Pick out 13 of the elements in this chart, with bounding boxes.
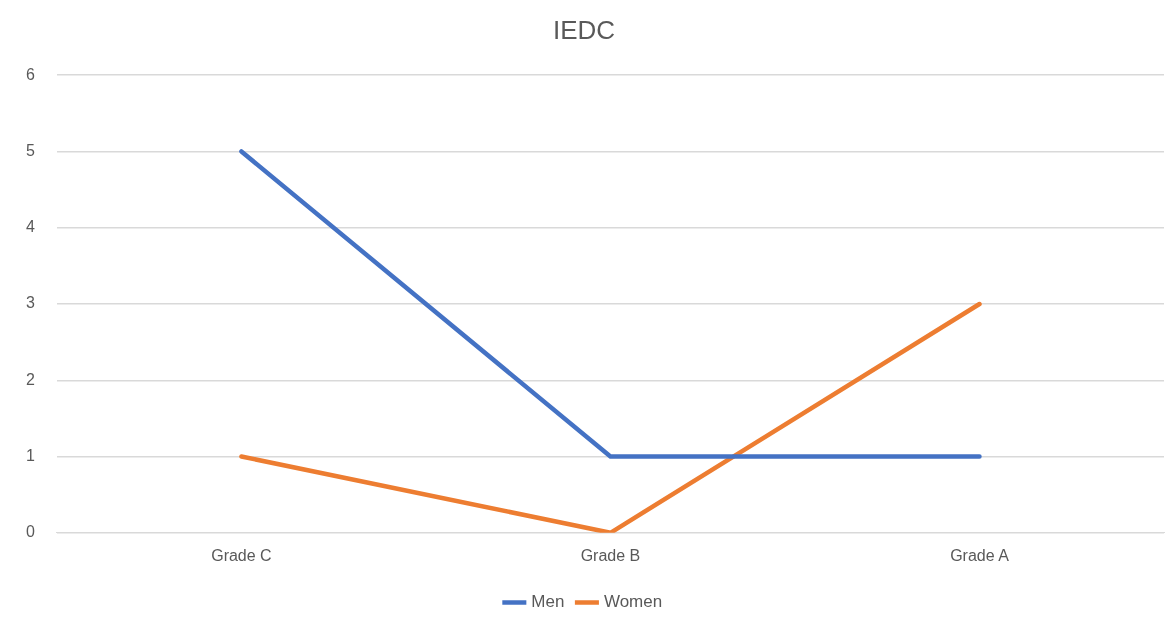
x-tick-label: Grade C	[211, 546, 272, 564]
y-tick-label: 2	[25, 370, 35, 388]
legend-label: Women	[603, 592, 663, 612]
y-tick-label: 5	[25, 141, 35, 159]
chart-title: IEDC	[552, 14, 616, 45]
legend-label: Men	[531, 592, 565, 612]
x-tick-label: Grade A	[950, 546, 1010, 564]
y-tick-label: 0	[25, 523, 35, 541]
y-tick-label: 3	[25, 294, 35, 312]
y-tick-label: 6	[25, 65, 35, 83]
x-tick-label: Grade B	[580, 546, 641, 564]
y-tick-label: 4	[25, 218, 35, 236]
y-tick-label: 1	[25, 446, 35, 464]
